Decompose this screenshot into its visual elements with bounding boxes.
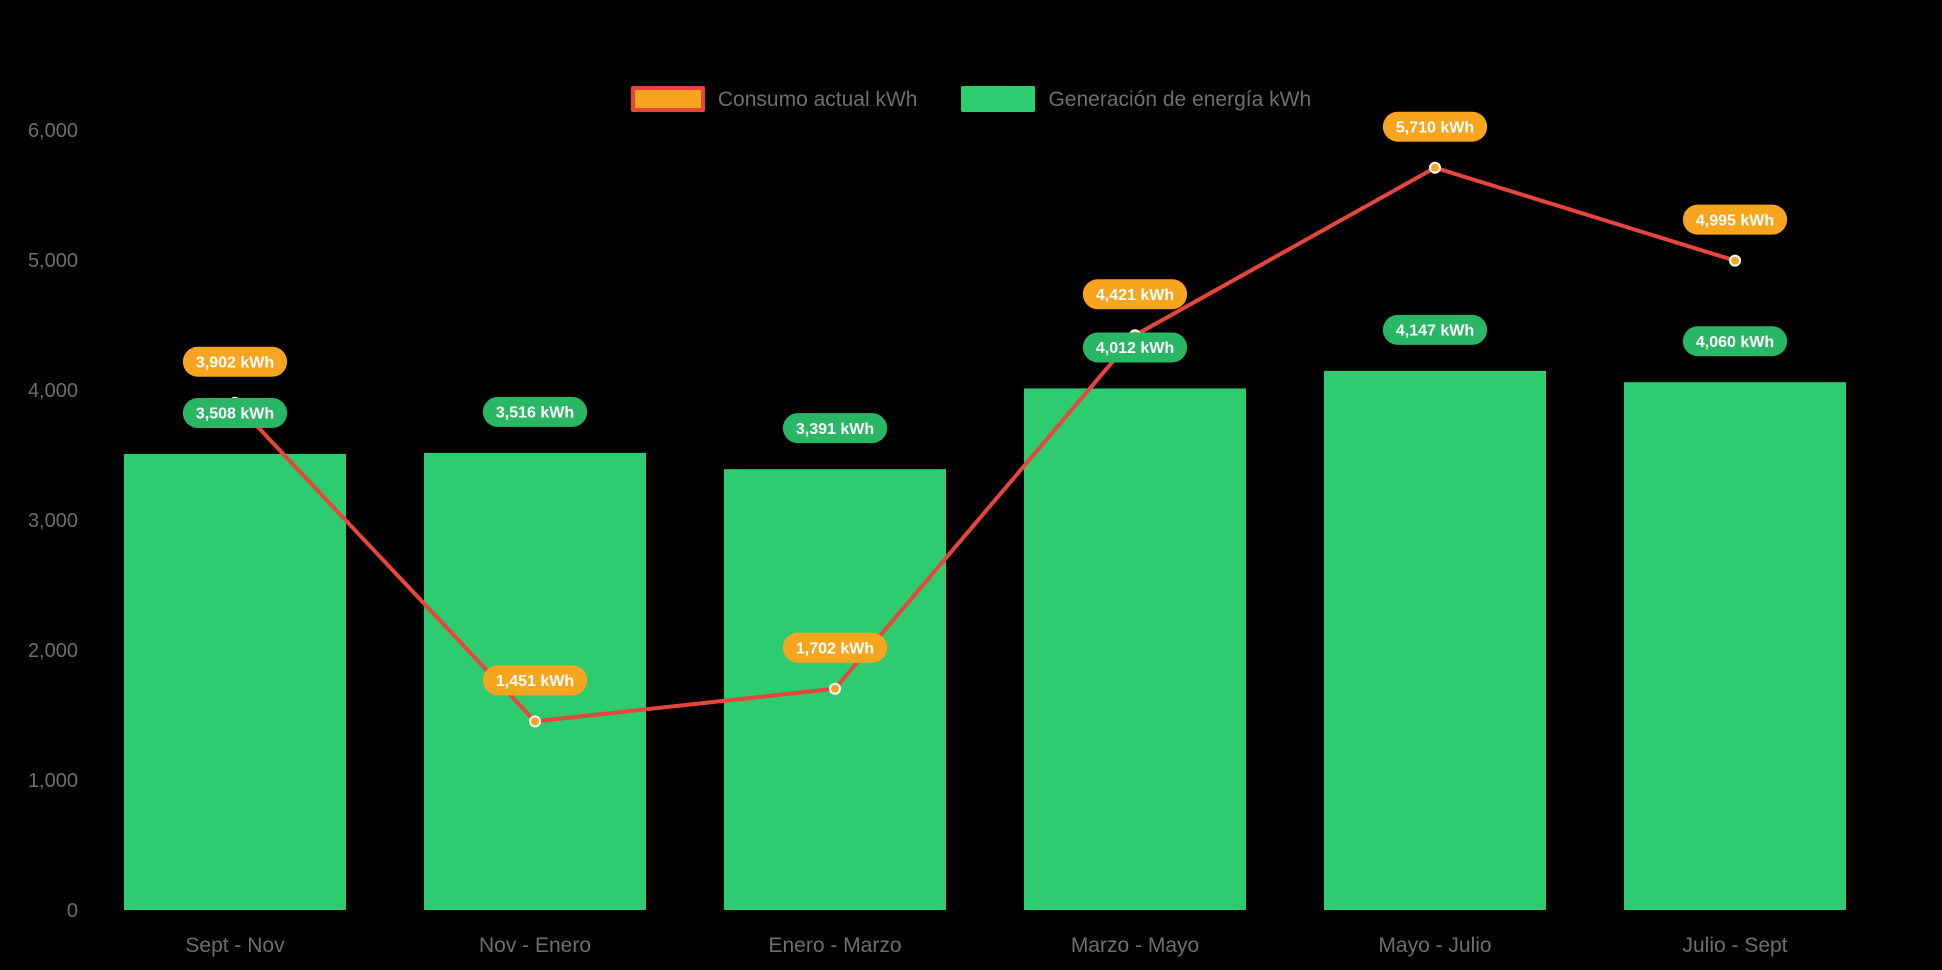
consumption-label-pill: 4,421 kWh	[1082, 279, 1188, 310]
svg-text:3,902 kWh: 3,902 kWh	[196, 354, 274, 371]
svg-text:5,710 kWh: 5,710 kWh	[1396, 119, 1474, 136]
generation-label-pill: 3,516 kWh	[482, 396, 588, 427]
x-axis-category-label: Mayo - Julio	[1378, 934, 1491, 957]
generation-label-pill: 4,147 kWh	[1382, 314, 1488, 345]
x-axis-category-label: Julio - Sept	[1682, 934, 1787, 957]
legend-item-consumo[interactable]: Consumo actual kWh	[630, 86, 918, 112]
legend-item-generacion[interactable]: Generación de energía kWh	[961, 86, 1311, 112]
line-point[interactable]	[829, 682, 841, 695]
generation-label-pill: 3,508 kWh	[182, 397, 288, 428]
line-point[interactable]	[1429, 161, 1441, 174]
legend-label-consumo: Consumo actual kWh	[717, 87, 918, 111]
y-axis-tick-label: 6,000	[28, 120, 78, 142]
x-axis-category-label: Enero - Marzo	[768, 934, 901, 957]
consumption-label-pill: 1,451 kWh	[482, 665, 588, 696]
svg-text:4,060 kWh: 4,060 kWh	[1696, 334, 1774, 351]
svg-text:4,995 kWh: 4,995 kWh	[1696, 212, 1774, 229]
x-axis-category-label: Sept - Nov	[185, 934, 285, 957]
chart-legend: Consumo actual kWh Generación de energía…	[0, 86, 1942, 112]
generation-label-pill: 4,060 kWh	[1682, 326, 1788, 357]
consumption-label-pill: 3,902 kWh	[182, 346, 288, 377]
generation-bar[interactable]	[124, 453, 346, 910]
svg-text:1,451 kWh: 1,451 kWh	[496, 673, 574, 690]
consumption-line	[233, 165, 1737, 724]
legend-swatch-consumo-icon	[630, 86, 705, 112]
svg-text:4,147 kWh: 4,147 kWh	[1396, 322, 1474, 339]
svg-text:3,391 kWh: 3,391 kWh	[796, 421, 874, 438]
svg-text:3,516 kWh: 3,516 kWh	[496, 405, 574, 422]
svg-text:3,508 kWh: 3,508 kWh	[196, 406, 274, 423]
line-point[interactable]	[529, 715, 541, 728]
y-axis-tick-label: 1,000	[28, 770, 78, 792]
legend-swatch-generacion-icon	[961, 86, 1036, 112]
generation-bar[interactable]	[1024, 388, 1246, 910]
svg-text:1,702 kWh: 1,702 kWh	[796, 640, 874, 657]
y-axis-tick-label: 0	[67, 900, 78, 922]
svg-text:4,421 kWh: 4,421 kWh	[1096, 287, 1174, 304]
generation-bar[interactable]	[1624, 382, 1846, 910]
x-axis-category-label: Marzo - Mayo	[1071, 934, 1199, 957]
legend-label-generacion: Generación de energía kWh	[1048, 87, 1312, 111]
consumption-label-pill: 1,702 kWh	[782, 632, 888, 663]
generation-label-pill: 4,012 kWh	[1082, 332, 1188, 363]
y-axis-tick-label: 2,000	[28, 640, 78, 662]
svg-text:4,012 kWh: 4,012 kWh	[1096, 340, 1174, 357]
generation-bar[interactable]	[1324, 370, 1546, 910]
consumption-label-pill: 4,995 kWh	[1682, 204, 1788, 235]
line-point[interactable]	[1729, 254, 1741, 267]
y-axis-tick-label: 3,000	[28, 510, 78, 532]
y-axis-tick-label: 5,000	[28, 250, 78, 272]
y-axis-tick-label: 4,000	[28, 380, 78, 402]
x-axis-category-label: Nov - Enero	[479, 934, 591, 957]
consumption-label-pill: 5,710 kWh	[1382, 111, 1488, 142]
generation-label-pill: 3,391 kWh	[782, 413, 888, 444]
